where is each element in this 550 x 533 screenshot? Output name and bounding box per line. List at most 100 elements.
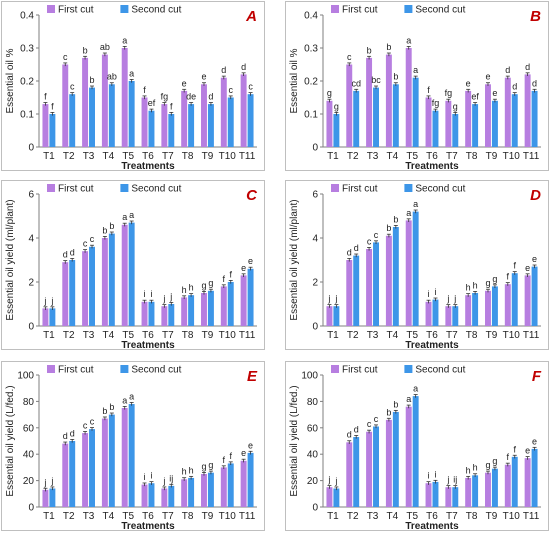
significance-label: a — [122, 395, 127, 405]
significance-label: g — [201, 280, 206, 290]
x-tick-label-T4: T4 — [387, 151, 399, 162]
bar-first-cut-T9 — [201, 474, 207, 507]
significance-label: d — [347, 430, 352, 440]
panel-letter: F — [532, 368, 542, 385]
significance-label: g — [334, 101, 339, 111]
bar-first-cut-T5 — [121, 48, 128, 147]
x-tick-label-T1: T1 — [327, 511, 339, 522]
bar-second-cut-T2 — [69, 260, 76, 326]
x-tick-label-T2: T2 — [63, 511, 75, 522]
y-tick-label: 0.2 — [304, 77, 318, 88]
x-axis-title: Treatments — [405, 340, 459, 351]
bar-second-cut-T9 — [207, 290, 214, 326]
x-tick-label-T3: T3 — [367, 330, 379, 341]
significance-label: b — [102, 225, 107, 235]
y-tick-label: 0.4 — [20, 11, 34, 22]
significance-label: g — [201, 461, 206, 471]
significance-label: c — [83, 239, 88, 249]
bar-first-cut-T8 — [181, 90, 188, 147]
legend-swatch — [404, 5, 413, 13]
y-tick-label: 4 — [312, 234, 318, 245]
y-tick-label: 0.3 — [304, 44, 318, 55]
bar-first-cut-T8 — [465, 295, 472, 326]
legend-label: Second cut — [415, 365, 465, 376]
significance-label: j — [162, 476, 165, 486]
bar-second-cut-T4 — [392, 84, 399, 147]
bar-first-cut-T2 — [346, 64, 353, 147]
legend-swatch — [120, 5, 129, 13]
significance-label: j — [327, 294, 330, 304]
x-tick-label-T9: T9 — [202, 511, 214, 522]
bar-second-cut-T2 — [353, 255, 360, 326]
legend-item-first-cut: First cut — [331, 184, 378, 195]
bar-second-cut-T1 — [333, 488, 340, 507]
significance-label: b — [393, 399, 398, 409]
bar-first-cut-T6 — [425, 97, 432, 147]
bar-second-cut-T8 — [472, 104, 479, 147]
legend-swatch — [404, 365, 413, 373]
bar-second-cut-T5 — [412, 211, 419, 326]
bar-first-cut-T10 — [220, 286, 227, 326]
significance-label: j — [169, 291, 172, 301]
x-tick-label-T11: T11 — [239, 511, 256, 522]
significance-label: d — [63, 431, 68, 441]
x-tick-label-T4: T4 — [103, 511, 115, 522]
x-tick-label-T8: T8 — [466, 511, 478, 522]
significance-label: f — [143, 85, 146, 95]
panel-letter: E — [247, 368, 258, 385]
y-tick-label: 100 — [301, 371, 318, 382]
significance-label: e — [241, 448, 246, 458]
significance-label: f — [44, 92, 47, 102]
bar-second-cut-T1 — [49, 114, 56, 147]
significance-label: c — [83, 420, 88, 430]
x-tick-label-T8: T8 — [466, 151, 478, 162]
x-tick-label-T10: T10 — [219, 330, 237, 341]
bar-second-cut-T8 — [472, 293, 479, 326]
x-tick-label-T9: T9 — [486, 511, 498, 522]
significance-label: a — [129, 68, 134, 78]
significance-label: j — [446, 294, 449, 304]
bar-second-cut-T8 — [188, 104, 195, 147]
significance-label: a — [122, 35, 127, 45]
significance-label: a — [406, 35, 411, 45]
bar-second-cut-T5 — [412, 77, 419, 147]
bar-second-cut-T7 — [168, 114, 175, 147]
significance-label: d — [70, 428, 75, 438]
legend-item-first-cut: First cut — [331, 5, 378, 16]
x-tick-label-T4: T4 — [103, 151, 115, 162]
significance-label: i — [150, 289, 152, 299]
bar-second-cut-T11 — [247, 268, 254, 326]
bar-first-cut-T11 — [240, 275, 247, 326]
bar-first-cut-T11 — [240, 460, 247, 507]
x-tick-label-T10: T10 — [219, 511, 237, 522]
significance-label: h — [466, 283, 471, 293]
significance-label: j — [162, 294, 165, 304]
x-tick-label-T8: T8 — [182, 511, 194, 522]
significance-label: f — [507, 452, 510, 462]
y-axis-title: Essential oil % — [289, 48, 300, 113]
bar-second-cut-T9 — [207, 472, 214, 507]
x-tick-label-T9: T9 — [202, 151, 214, 162]
y-tick-label: 80 — [307, 397, 319, 408]
bar-first-cut-T5 — [405, 220, 412, 326]
bar-first-cut-T11 — [524, 74, 531, 147]
x-tick-label-T7: T7 — [162, 151, 174, 162]
x-tick-label-T6: T6 — [426, 151, 438, 162]
bar-second-cut-T2 — [353, 437, 360, 507]
significance-label: i — [144, 289, 146, 299]
bar-first-cut-T1 — [326, 487, 333, 507]
bar-first-cut-T2 — [62, 443, 69, 507]
x-tick-label-T3: T3 — [83, 511, 95, 522]
bar-second-cut-T8 — [188, 477, 195, 507]
bar-second-cut-T8 — [188, 295, 195, 326]
significance-label: c — [347, 52, 352, 62]
x-tick-label-T2: T2 — [347, 330, 359, 341]
x-tick-label-T1: T1 — [43, 330, 55, 341]
bar-first-cut-T7 — [445, 100, 452, 147]
bar-first-cut-T2 — [346, 260, 353, 326]
panel-letter: C — [246, 187, 258, 204]
x-tick-label-T1: T1 — [327, 151, 339, 162]
